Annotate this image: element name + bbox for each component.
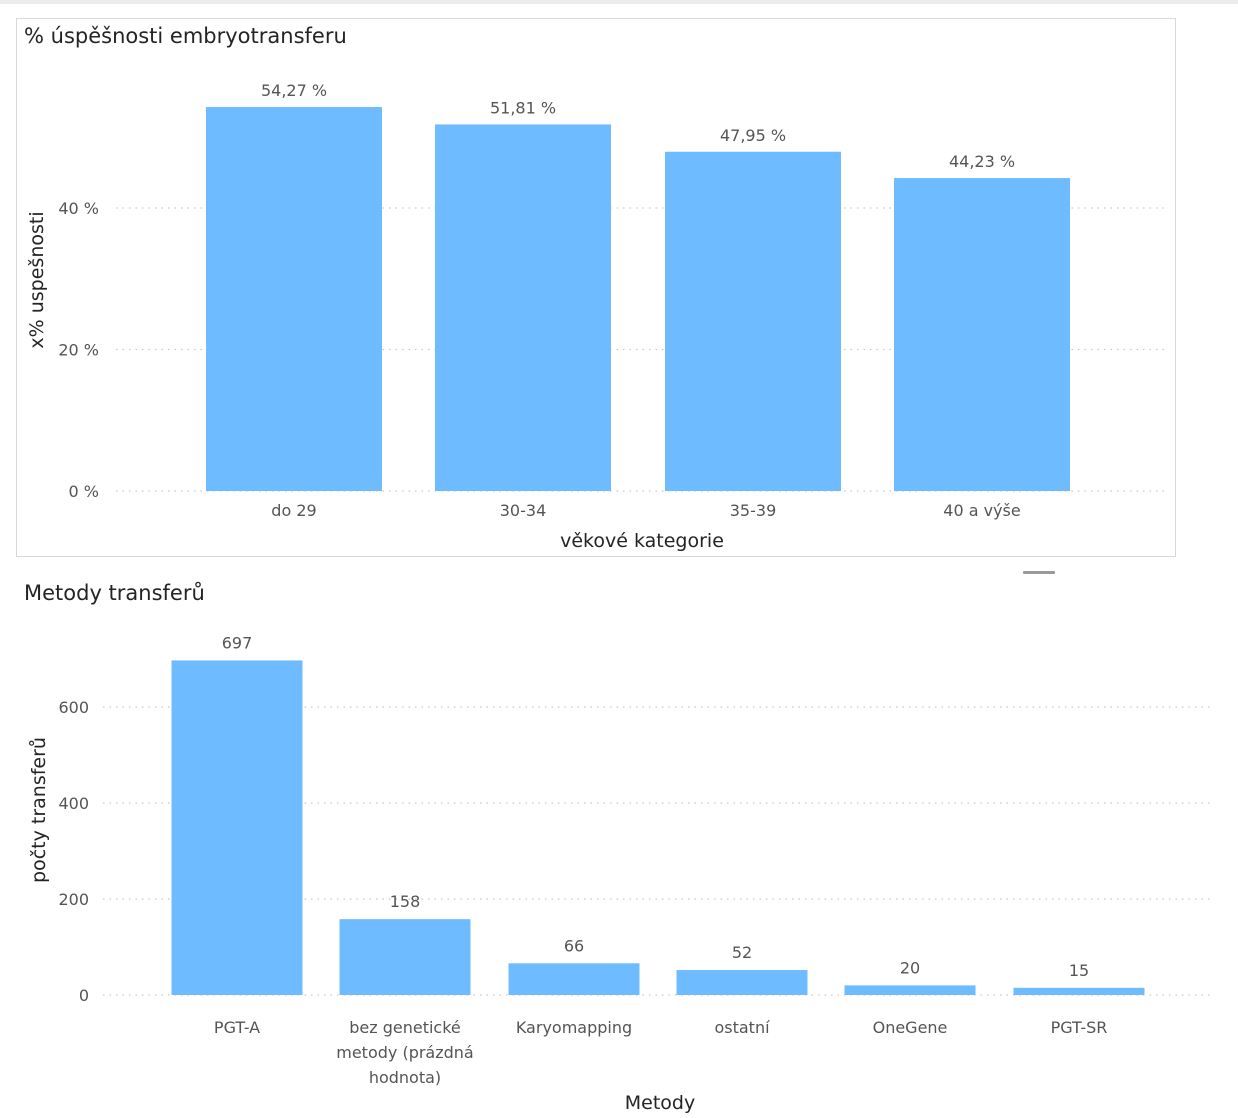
x-tick-label-line: PGT-A bbox=[214, 1018, 260, 1037]
y-tick-label: 200 bbox=[58, 890, 89, 909]
focus-mode-handle[interactable] bbox=[1023, 571, 1055, 574]
data-label: 697 bbox=[222, 633, 253, 652]
bar[interactable] bbox=[665, 151, 841, 491]
x-tick-label-line: metody (prázdná bbox=[336, 1043, 473, 1062]
top-divider bbox=[0, 0, 1238, 4]
data-label: 44,23 % bbox=[949, 152, 1015, 171]
x-tick-label-line: OneGene bbox=[873, 1018, 948, 1037]
y-tick-label: 400 bbox=[58, 794, 89, 813]
x-tick-label: PGT-A bbox=[214, 1018, 260, 1037]
bar[interactable] bbox=[339, 919, 471, 995]
y-axis-title: počty transferů bbox=[28, 737, 50, 883]
success-rate-chart: % úspěšnosti embryotransferu 0 % 20 % 40 %… bbox=[24, 24, 1166, 552]
data-label: 15 bbox=[1069, 961, 1089, 980]
bar[interactable] bbox=[206, 107, 382, 492]
bar[interactable] bbox=[894, 178, 1070, 491]
x-tick-label: 40 a výše bbox=[943, 501, 1020, 520]
chart-panel-success-rate[interactable] bbox=[16, 18, 1176, 557]
data-labels: 697 158 66 52 20 15 bbox=[222, 633, 1089, 979]
bar[interactable] bbox=[508, 963, 640, 995]
x-tick-label-line: bez genetické bbox=[349, 1018, 461, 1037]
x-tick-label: ostatní bbox=[714, 1018, 770, 1037]
data-label: 66 bbox=[564, 936, 584, 955]
x-tick-label: PGT-SR bbox=[1051, 1018, 1108, 1037]
data-label: 158 bbox=[390, 892, 421, 911]
bar[interactable] bbox=[1013, 987, 1145, 995]
x-axis-ticks: do 29 30-34 35-39 40 a výše bbox=[271, 501, 1020, 520]
y-tick-label: 0 bbox=[79, 986, 89, 1005]
x-tick-label: Karyomapping bbox=[516, 1018, 632, 1037]
x-axis-title: Metody bbox=[625, 1092, 695, 1114]
data-labels: 54,27 % 51,81 % 47,95 % 44,23 % bbox=[261, 81, 1015, 171]
x-tick-label: do 29 bbox=[271, 501, 316, 520]
x-tick-label: 35-39 bbox=[730, 501, 777, 520]
y-axis-title: x% uspešnosti bbox=[26, 211, 48, 348]
bar[interactable] bbox=[171, 660, 303, 995]
data-label: 47,95 % bbox=[720, 126, 786, 145]
data-label: 54,27 % bbox=[261, 81, 327, 100]
x-tick-label-line: hodnota) bbox=[369, 1068, 441, 1087]
x-axis-title: věkové kategorie bbox=[560, 530, 724, 552]
y-tick-label: 600 bbox=[58, 698, 89, 717]
x-tick-label: 30-34 bbox=[500, 501, 547, 520]
chart-title: Metody transferů bbox=[24, 581, 205, 605]
x-tick-label-line: Karyomapping bbox=[516, 1018, 632, 1037]
chart-title: % úspěšnosti embryotransferu bbox=[24, 24, 347, 48]
x-tick-label: OneGene bbox=[873, 1018, 948, 1037]
x-axis-ticks: PGT-A bez genetické metody (prázdná hodnota… bbox=[214, 1018, 1107, 1087]
bar[interactable] bbox=[844, 985, 976, 995]
x-tick-label-line: ostatní bbox=[714, 1018, 770, 1037]
y-tick-label: 40 % bbox=[58, 199, 99, 218]
y-axis-ticks: 0 200 400 600 bbox=[58, 698, 89, 1005]
data-label: 51,81 % bbox=[490, 98, 556, 117]
bar[interactable] bbox=[676, 970, 808, 995]
data-label: 52 bbox=[732, 943, 752, 962]
x-tick-label-line: PGT-SR bbox=[1051, 1018, 1108, 1037]
x-tick-label: bez genetické metody (prázdná hodnota) bbox=[336, 1018, 473, 1087]
y-axis-ticks: 0 % 20 % 40 % bbox=[58, 199, 99, 501]
data-label: 20 bbox=[900, 958, 920, 977]
y-tick-label: 20 % bbox=[58, 341, 99, 360]
bars bbox=[206, 107, 1070, 492]
y-tick-label: 0 % bbox=[69, 482, 99, 501]
bar[interactable] bbox=[435, 124, 611, 492]
bars bbox=[171, 660, 1145, 995]
